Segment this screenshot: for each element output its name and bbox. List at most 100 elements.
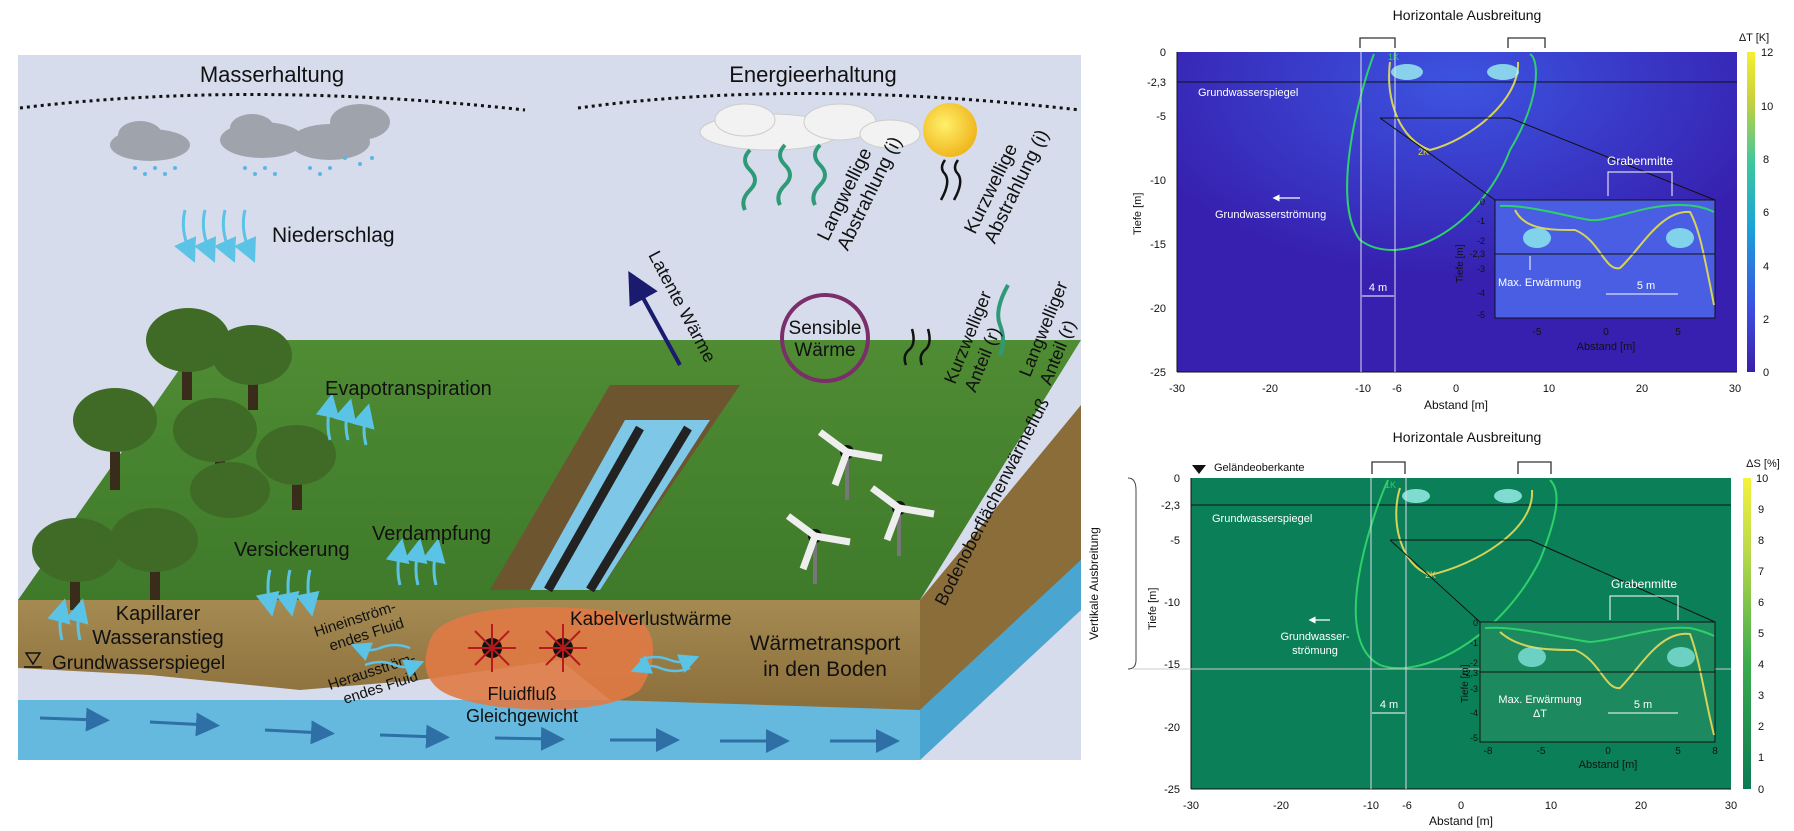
svg-text:-20: -20 [1262,383,1278,395]
sensible-heat-label-2: Wärme [794,340,855,361]
plot-top-xticks: -30 -20 -10 -6 0 10 20 30 [1169,383,1741,395]
svg-text:5: 5 [1675,746,1681,757]
svg-text:12: 12 [1761,47,1773,59]
heat-transport-label-1: Wärmetransport [750,632,901,655]
plot-top-inset-5m: 5 m [1637,280,1655,292]
svg-text:20: 20 [1635,800,1647,812]
svg-text:0: 0 [1174,473,1180,485]
evapotranspiration-label: Evapotranspiration [325,378,492,400]
svg-text:-15: -15 [1150,239,1166,251]
sensible-heat-cycle [780,293,870,383]
plot-top-markers [1360,52,1396,372]
svg-text:-2,3: -2,3 [1161,500,1180,512]
plot-bottom-inset-5m: 5 m [1634,699,1652,711]
plot-bottom-yticks: 0 -2,3 -5 -10 -15 -20 -25 [1161,473,1180,796]
svg-text:10: 10 [1756,473,1768,485]
plot-bottom-bracket [1371,461,1552,474]
svg-text:-2,3: -2,3 [1147,77,1166,89]
plot-top-inset-max: Max. Erwärmung [1498,277,1581,289]
svg-text:30: 30 [1729,383,1741,395]
svg-text:-20: -20 [1164,722,1180,734]
svg-text:0: 0 [1758,784,1764,796]
svg-text:-30: -30 [1183,800,1199,812]
plot-bottom-header: Horizontale Ausbreitung [1393,429,1542,445]
evapotranspiration-arrows [315,393,375,446]
svg-text:8: 8 [1712,746,1718,757]
plot-delta-t: Horizontale Ausbreitung Grundwasserspieg… [1132,7,1773,412]
cable-2 [586,425,692,593]
energy-title: Energieerhaltung [729,62,897,87]
water-table-icon [24,652,42,666]
svg-text:-6: -6 [1402,800,1412,812]
svg-text:0: 0 [1473,618,1478,628]
svg-text:-4: -4 [1470,708,1478,718]
plot-bottom-ylabel: Tiefe [m] [1147,588,1159,630]
latent-heat-arrow [628,270,682,366]
plot-bottom-colorbar [1743,478,1751,789]
plot-bottom-gw-flow-2: strömung [1292,645,1338,657]
plot-top-contour-1k [1346,53,1537,251]
svg-text:-2: -2 [1470,658,1478,668]
cable-heat-sources [468,624,587,672]
groundwater-table-label: Grundwasserspiegel [52,653,225,674]
svg-text:10: 10 [1761,101,1773,113]
svg-text:0: 0 [1453,383,1459,395]
svg-text:2: 2 [1763,314,1769,326]
svg-text:1: 1 [1758,752,1764,764]
mass-title: Masserhaltung [200,62,344,87]
svg-text:-1: -1 [1477,216,1485,226]
svg-text:-10: -10 [1363,800,1379,812]
fluid-flow-label-2: Gleichgewicht [466,706,578,726]
plot-delta-s: Horizontale Ausbreitung Geländeoberkante… [1087,429,1780,828]
svg-text:-4: -4 [1477,288,1485,298]
evaporation-arrows [385,538,446,586]
water-side [920,560,1081,760]
svg-text:6: 6 [1763,207,1769,219]
svg-text:0: 0 [1458,800,1464,812]
svg-text:0: 0 [1603,327,1609,338]
plot-top-label-2k: 2K [1418,147,1429,157]
svg-text:-2,3: -2,3 [1462,668,1478,678]
plot-top-colorbar-ticks: 12 10 8 6 4 2 0 [1761,47,1773,379]
svg-text:-5: -5 [1470,733,1478,743]
plot-top-contour-2k [1388,61,1520,152]
svg-text:3: 3 [1758,690,1764,702]
bright-cloud [699,103,921,151]
svg-text:-5: -5 [1477,310,1485,320]
capillary-rise-label-2: Wasseranstieg [92,627,224,649]
plot-bottom-inset: Grabenmitte Max. Erwärmung ΔT 5 m Tiefe … [1389,539,1718,771]
cable-1 [544,425,644,593]
plot-top-width-4m: 4 m [1369,282,1387,294]
plot-bottom-inset-max-2: ΔT [1533,708,1547,720]
fluid-exchange-arrows [350,642,700,678]
svg-text:-10: -10 [1355,383,1371,395]
svg-text:0: 0 [1605,746,1611,757]
svg-text:-25: -25 [1164,784,1180,796]
svg-text:10: 10 [1543,383,1555,395]
plot-bottom-inset-title: Grabenmitte [1611,577,1677,591]
heat-zone [425,607,654,710]
svg-text:-15: -15 [1164,659,1180,671]
svg-text:-5: -5 [1537,746,1546,757]
plot-bottom-label-1k: 1K [1385,480,1396,490]
svg-text:6: 6 [1758,597,1764,609]
svg-text:-30: -30 [1169,383,1185,395]
plot-top-inset-ylabel: Tiefe [m] [1455,244,1466,283]
plot-top-gw-flow: Grundwasserströmung [1215,209,1326,221]
capillary-arrows [47,598,89,641]
capillary-rise-label-1: Kapillarer [116,603,201,625]
fluid-flow-label-1: Fluidfluß [487,684,556,704]
plot-top-cables [1391,64,1519,80]
plot-top-inset-xlabel: Abstand [m] [1577,341,1636,353]
plot-bottom-gw-table: Grundwasserspiegel [1212,513,1312,525]
heat-transport-label-2: in den Boden [763,658,887,681]
plot-top-header: Horizontale Ausbreitung [1393,7,1542,23]
plot-top-bracket [1359,37,1546,48]
svg-text:-20: -20 [1150,303,1166,315]
infiltration-arrows [255,569,320,617]
plot-bottom-width-4m: 4 m [1380,699,1398,711]
svg-text:-5: -5 [1170,535,1180,547]
rain-drops [133,156,374,176]
plot-bottom-inset-ylabel: Tiefe [m] [1460,664,1471,703]
